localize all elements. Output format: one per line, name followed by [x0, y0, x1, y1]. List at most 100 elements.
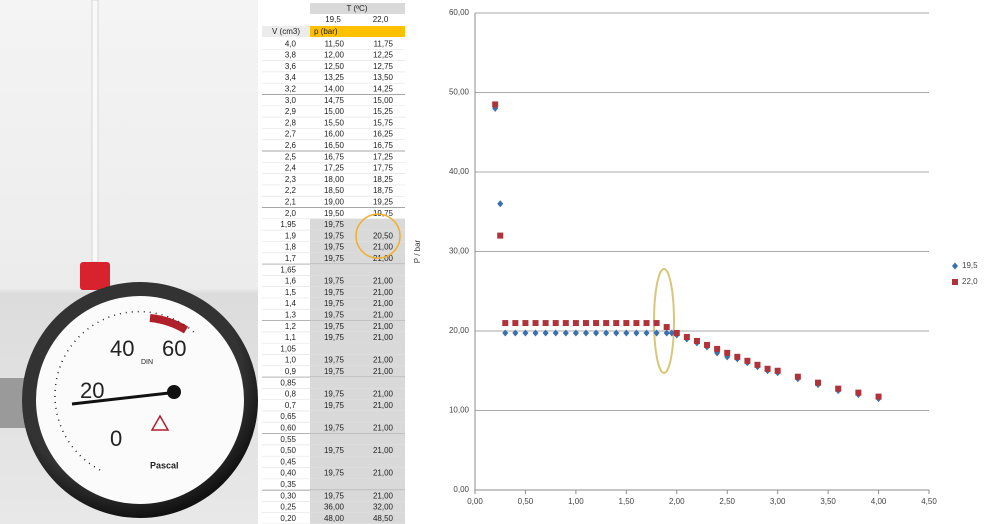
cell-fill	[310, 252, 405, 265]
cell-fill	[310, 309, 405, 321]
point	[714, 345, 721, 352]
x-tick-label: 4,00	[871, 497, 887, 506]
red-zone	[149, 314, 189, 334]
point	[552, 329, 559, 337]
point	[512, 329, 519, 337]
point	[522, 320, 529, 327]
table-cell: 21,00	[373, 254, 394, 263]
table-cell: 0,45	[280, 457, 296, 466]
cell-fill	[310, 264, 405, 276]
cell-fill	[310, 422, 405, 434]
point	[582, 329, 589, 337]
table-cell: 1,1	[285, 333, 297, 342]
y-axis-label: P / bar	[413, 239, 422, 263]
table-cell: 14,75	[324, 96, 345, 105]
table-cell: 3,8	[285, 51, 297, 60]
table-cell: 1,6	[285, 277, 297, 286]
point	[593, 320, 600, 327]
red-cap	[80, 262, 110, 290]
table-cell: 19,75	[324, 367, 345, 376]
dial-mark: DIN	[141, 359, 153, 366]
point	[613, 329, 620, 337]
table-cell: 15,75	[373, 118, 394, 127]
table-cell: 2,2	[285, 186, 297, 195]
table-cell: 1,9	[285, 231, 297, 240]
table-cell: 19,75	[373, 209, 394, 218]
table-cell: 19,75	[324, 446, 345, 455]
table-cell: 17,25	[373, 152, 394, 161]
table-cell: 16,25	[373, 130, 394, 139]
table-cell: 21,00	[373, 356, 394, 365]
table-cell: 0,20	[280, 514, 296, 523]
cell-fill	[310, 241, 405, 253]
table-cell: 0,85	[280, 378, 296, 387]
x-tick-label: 0,00	[467, 497, 483, 506]
table-cell: 19,75	[324, 469, 345, 478]
cell-fill	[310, 490, 405, 502]
table-cell: 21,00	[373, 401, 394, 410]
table-cell: 48,50	[373, 514, 394, 523]
point	[835, 385, 842, 392]
cell-fill	[310, 377, 405, 389]
point	[582, 320, 589, 327]
table-cell: 1,05	[280, 344, 296, 353]
table-cell: 1,5	[285, 288, 297, 297]
highlight-circle	[355, 213, 401, 259]
dial-label: 60	[162, 336, 186, 361]
header-fill	[310, 26, 405, 37]
cell-fill	[310, 410, 405, 423]
cell-fill	[310, 297, 405, 310]
x-tick-label: 3,00	[770, 497, 786, 506]
point	[683, 333, 690, 340]
table-cell: 2,6	[285, 141, 297, 150]
data-table: T (ºC) 19,5 22,0 V (cm3) p (bar) 4,0 11,50 11,7…	[262, 0, 405, 524]
legend-label: 22,0	[962, 277, 978, 286]
group-header: T (ºC)	[347, 4, 368, 13]
point	[572, 320, 579, 327]
point	[613, 320, 620, 327]
table-cell: 21,00	[373, 243, 394, 252]
table-cell: 21,00	[373, 333, 394, 342]
table-cell: 0,7	[285, 401, 297, 410]
table-cell: 19,75	[324, 231, 345, 240]
point	[532, 320, 539, 327]
needle-hub	[167, 385, 181, 399]
table-cell: 16,50	[324, 141, 345, 150]
cell-fill	[310, 456, 405, 468]
x-tick-label: 2,00	[669, 497, 685, 506]
point	[532, 329, 539, 337]
table-cell: 2,5	[285, 152, 297, 161]
table-cell: 0,8	[285, 390, 297, 399]
cell-fill	[310, 388, 405, 400]
point	[497, 232, 504, 239]
cell-fill	[310, 320, 405, 332]
table-cell: 21,00	[373, 311, 394, 320]
table-cell: 19,25	[373, 197, 394, 206]
table-cell: 0,35	[280, 480, 296, 489]
table-cell: 0,60	[280, 424, 296, 433]
table-cell: 19,75	[324, 390, 345, 399]
point	[623, 329, 630, 337]
table-cell: 32,00	[373, 503, 394, 512]
table-cell: 19,75	[324, 299, 345, 308]
table-cell: 17,25	[324, 164, 345, 173]
table-cell: 19,75	[324, 288, 345, 297]
table-cell: 21,00	[373, 367, 394, 376]
table-cell: 2,3	[285, 175, 297, 184]
legend-marker	[952, 262, 958, 270]
cell-fill	[310, 478, 405, 491]
table-cell: 18,50	[324, 186, 345, 195]
cell-fill	[310, 365, 405, 378]
point	[794, 373, 801, 380]
dial-scale	[54, 310, 196, 471]
chart: 0,00 10,00 20,00 30,00 40,00 50,00 60,00 0,00 0,…	[413, 8, 978, 506]
table-cell: 12,00	[324, 51, 345, 60]
column-header: V (cm3)	[272, 27, 300, 36]
table-cell: 21,00	[373, 299, 394, 308]
point	[497, 200, 504, 208]
table-cell: 0,50	[280, 446, 296, 455]
table-cell: 0,25	[280, 503, 296, 512]
gauge-dial	[36, 296, 244, 504]
table-cell: 19,50	[324, 209, 345, 218]
